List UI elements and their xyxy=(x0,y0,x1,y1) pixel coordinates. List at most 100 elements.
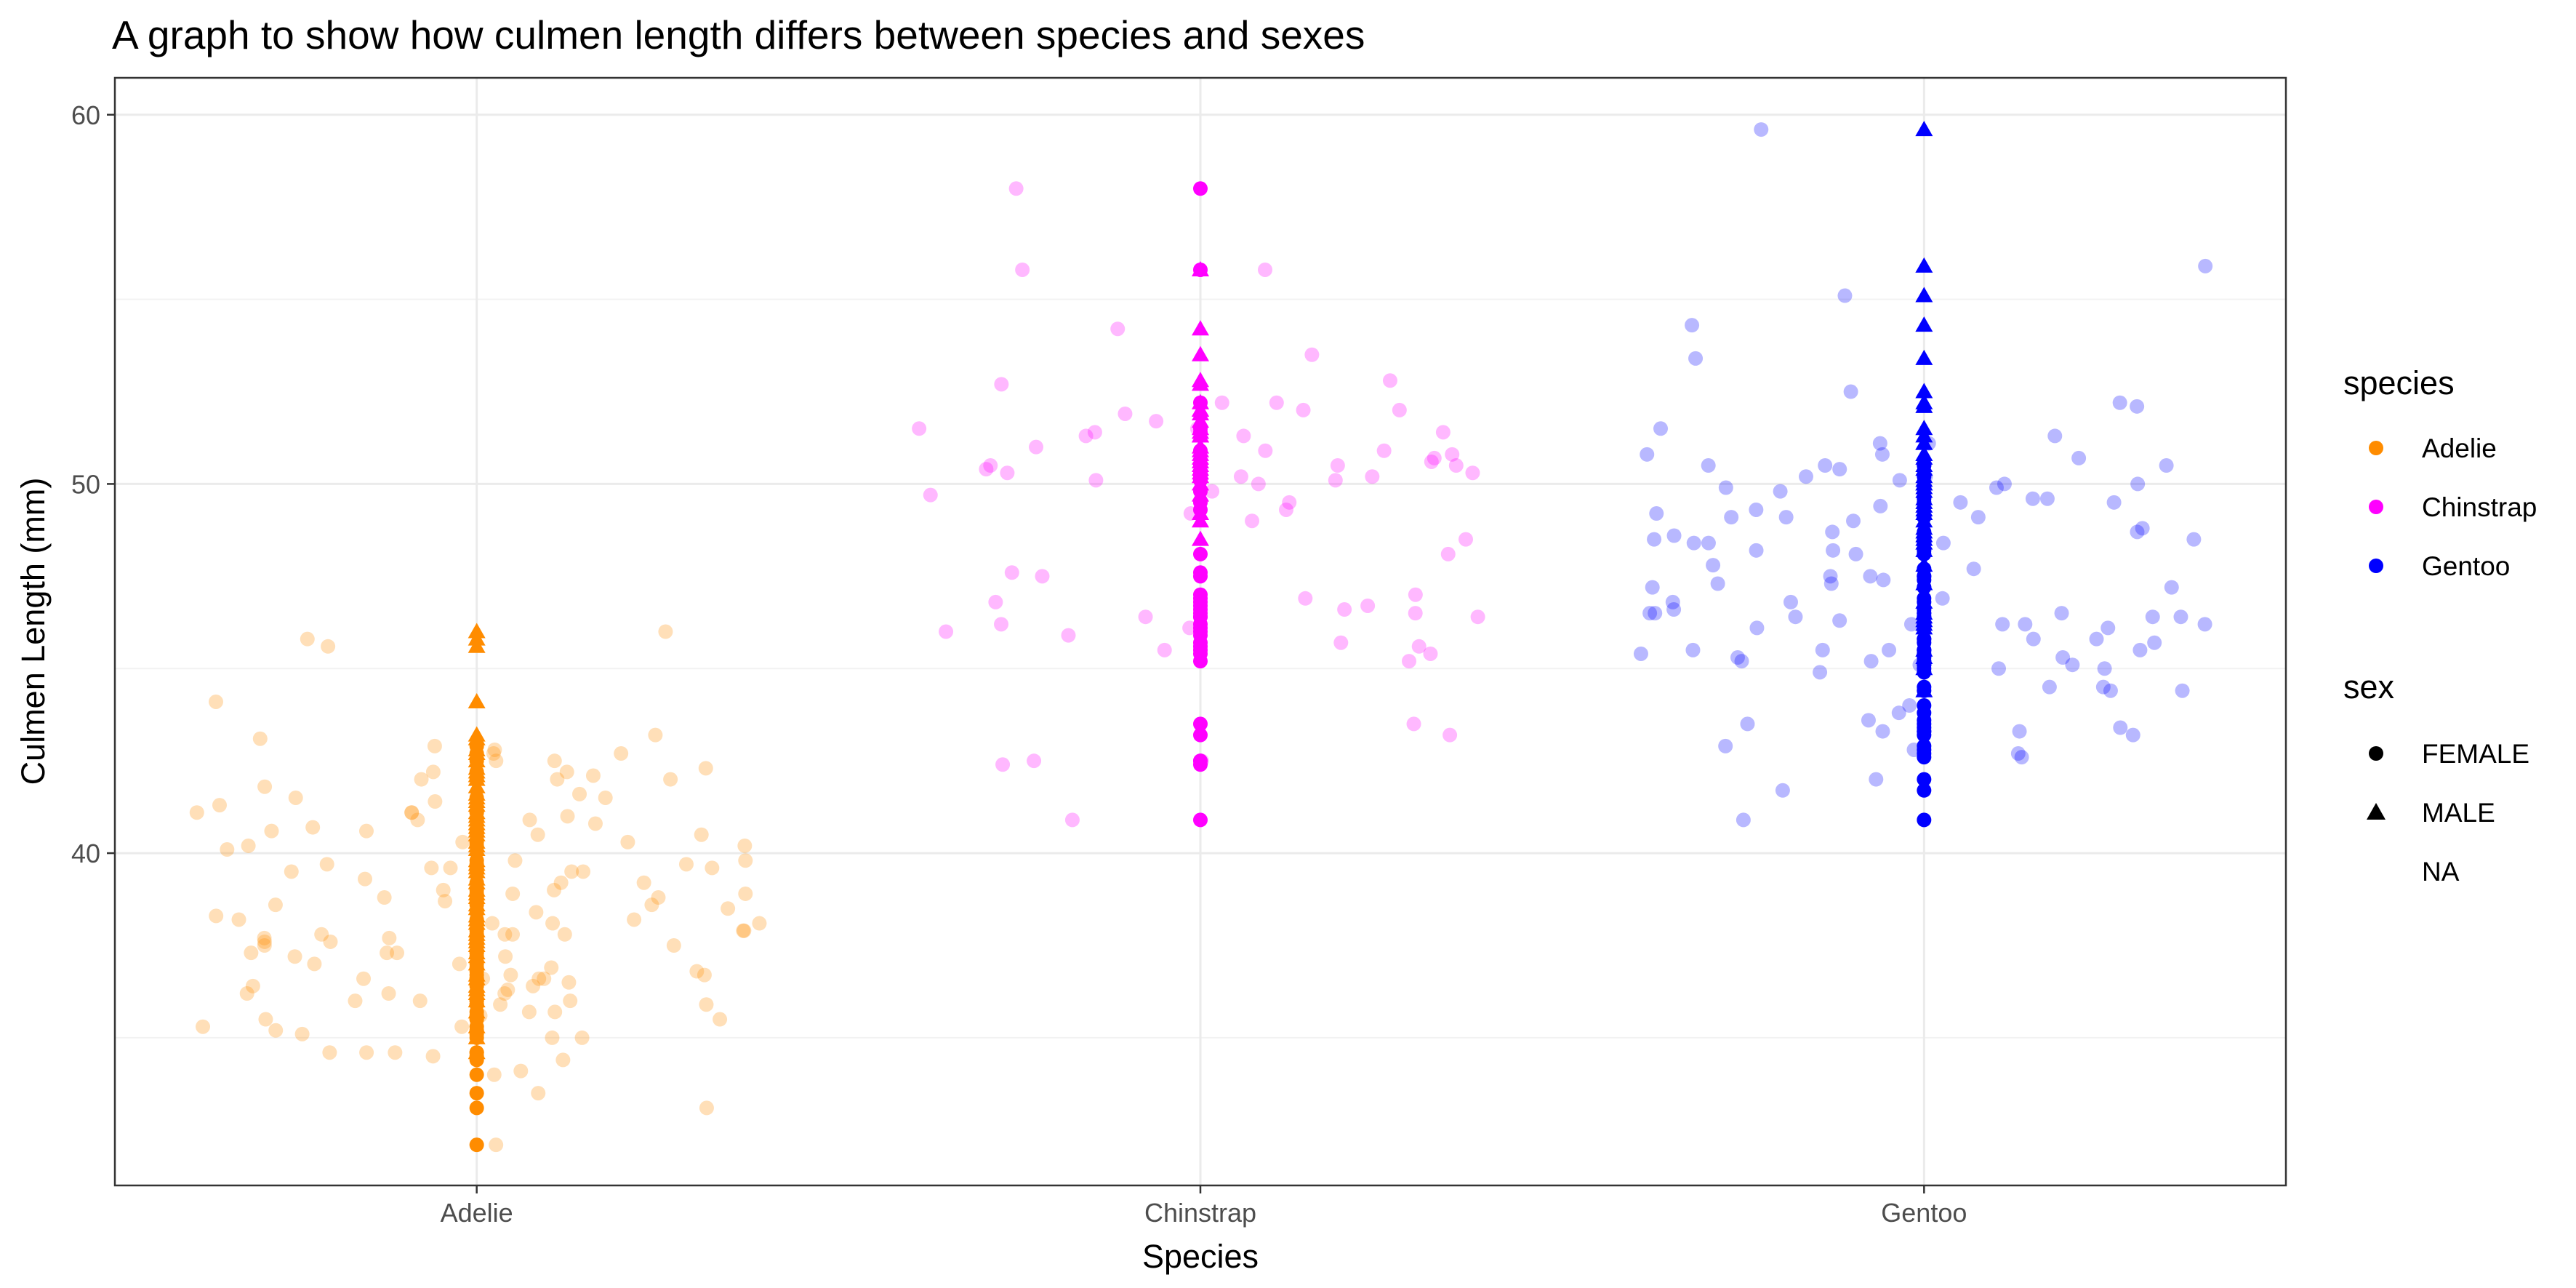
data-point-jitter-adelie xyxy=(526,978,541,993)
data-point-jitter-adelie xyxy=(239,986,254,1001)
data-point-jitter-gentoo xyxy=(1832,462,1847,477)
data-point-jitter-gentoo xyxy=(1989,480,2004,495)
data-point-jitter-gentoo xyxy=(1863,654,1879,669)
data-point-jitter-gentoo xyxy=(2173,609,2188,625)
data-point-jitter-gentoo xyxy=(1666,602,1682,617)
data-point-jitter-chinstrap xyxy=(1423,646,1438,661)
data-point-jitter-adelie xyxy=(678,857,694,872)
plot-panel xyxy=(113,76,2287,1187)
data-point-jitter-chinstrap xyxy=(1233,469,1248,484)
data-point-jitter-gentoo xyxy=(1891,705,1906,721)
data-point-jitter-gentoo xyxy=(2159,458,2174,473)
data-point-jitter-gentoo xyxy=(1653,421,1669,436)
data-point-jitter-gentoo xyxy=(1647,532,1662,547)
data-point-jitter-adelie xyxy=(500,982,515,997)
data-point-jitter-adelie xyxy=(537,971,552,986)
legend-key-female xyxy=(2369,746,2383,761)
data-point-jitter-gentoo xyxy=(1749,543,1764,558)
data-point-male-gentoo xyxy=(1915,257,1933,273)
data-point-male-chinstrap xyxy=(1192,260,1209,276)
data-point-jitter-gentoo xyxy=(1997,476,2012,492)
data-point-jitter-chinstrap xyxy=(1205,484,1220,499)
data-point-jitter-gentoo xyxy=(1688,351,1704,366)
data-point-jitter-chinstrap xyxy=(1004,565,1019,580)
data-point-jitter-chinstrap xyxy=(1448,458,1464,473)
data-point-jitter-adelie xyxy=(576,864,591,879)
data-point-jitter-gentoo xyxy=(2014,750,2029,765)
data-point-jitter-adelie xyxy=(553,875,569,890)
data-point-jitter-chinstrap xyxy=(1411,639,1427,654)
data-point-jitter-gentoo xyxy=(1740,716,1755,732)
data-point-jitter-adelie xyxy=(382,930,397,945)
data-point-female-chinstrap xyxy=(1193,181,1208,196)
data-point-jitter-adelie xyxy=(358,823,374,839)
data-point-male-adelie xyxy=(468,726,486,742)
data-point-jitter-adelie xyxy=(505,927,521,942)
data-point-jitter-chinstrap xyxy=(1008,181,1024,196)
data-point-jitter-gentoo xyxy=(2113,720,2128,735)
legend-label-female: FEMALE xyxy=(2422,739,2529,769)
data-point-jitter-adelie xyxy=(585,768,601,783)
data-point-jitter-chinstrap xyxy=(983,458,998,473)
data-point-male-chinstrap xyxy=(1192,393,1209,409)
data-point-jitter-gentoo xyxy=(2012,724,2027,739)
data-point-male-chinstrap xyxy=(1192,320,1209,336)
data-point-jitter-adelie xyxy=(404,805,420,820)
data-point-jitter-adelie xyxy=(319,857,334,872)
data-point-jitter-gentoo xyxy=(2103,683,2118,698)
data-point-jitter-adelie xyxy=(547,753,562,769)
data-point-jitter-chinstrap xyxy=(1078,428,1094,444)
data-point-jitter-adelie xyxy=(574,1030,590,1045)
data-point-jitter-adelie xyxy=(294,1026,310,1041)
data-point-jitter-adelie xyxy=(497,986,513,1001)
data-point-jitter-adelie xyxy=(507,853,523,868)
data-point-jitter-chinstrap xyxy=(994,377,1009,392)
data-point-female-gentoo xyxy=(1917,783,1932,798)
data-point-jitter-gentoo xyxy=(1875,724,1890,739)
data-point-jitter-gentoo xyxy=(1710,576,1725,591)
data-point-jitter-chinstrap xyxy=(1408,587,1423,602)
data-point-jitter-gentoo xyxy=(1701,535,1716,551)
data-point-jitter-chinstrap xyxy=(1279,502,1294,517)
legend: species Adelie Chinstrap Gentoo sex FEMA… xyxy=(2343,364,2537,887)
data-point-jitter-adelie xyxy=(388,1045,403,1060)
data-point-female-adelie xyxy=(469,1067,484,1082)
data-point-jitter-adelie xyxy=(497,927,513,942)
data-point-jitter-chinstrap xyxy=(1110,321,1126,337)
data-point-jitter-adelie xyxy=(651,890,666,905)
x-tick-label-chinstrap: Chinstrap xyxy=(1144,1198,1256,1228)
data-point-jitter-adelie xyxy=(489,1137,504,1153)
data-point-male-adelie xyxy=(468,623,486,639)
data-point-jitter-gentoo xyxy=(2132,642,2148,657)
data-point-jitter-chinstrap xyxy=(994,617,1009,632)
data-point-jitter-adelie xyxy=(307,956,322,972)
data-point-male-chinstrap xyxy=(1192,372,1209,388)
data-point-jitter-chinstrap xyxy=(1304,347,1320,362)
data-point-jitter-adelie xyxy=(381,986,396,1001)
data-point-jitter-adelie xyxy=(737,838,753,853)
data-point-jitter-chinstrap xyxy=(1258,262,1273,277)
data-point-jitter-adelie xyxy=(505,886,521,901)
data-point-male-gentoo xyxy=(1915,420,1933,436)
data-point-jitter-adelie xyxy=(486,1067,502,1082)
data-point-jitter-gentoo xyxy=(2039,491,2055,506)
data-point-jitter-chinstrap xyxy=(1328,473,1343,488)
data-point-jitter-chinstrap xyxy=(979,462,994,477)
data-point-jitter-chinstrap xyxy=(1282,495,1297,510)
data-point-jitter-adelie xyxy=(284,864,299,879)
legend-label-chinstrap: Chinstrap xyxy=(2422,492,2537,522)
data-point-jitter-gentoo xyxy=(1718,480,1733,495)
data-point-jitter-gentoo xyxy=(1649,506,1664,521)
data-point-jitter-gentoo xyxy=(1966,561,1981,577)
data-point-jitter-chinstrap xyxy=(912,421,927,436)
legend-item-female: FEMALE xyxy=(2369,739,2529,769)
data-point-male-gentoo xyxy=(1915,121,1933,137)
data-point-jitter-adelie xyxy=(357,871,372,887)
data-point-female-chinstrap xyxy=(1193,546,1208,561)
y-tick-label-50: 50 xyxy=(71,469,100,499)
data-point-jitter-adelie xyxy=(544,960,559,975)
data-point-jitter-gentoo xyxy=(2042,679,2057,695)
data-point-jitter-chinstrap xyxy=(1392,402,1407,417)
data-point-jitter-gentoo xyxy=(2026,631,2041,647)
